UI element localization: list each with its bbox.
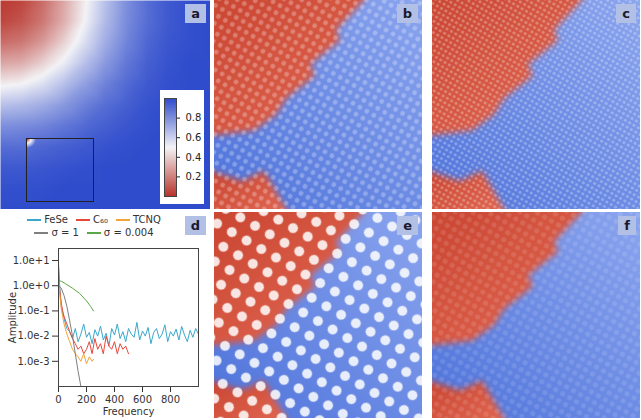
svg-text:400: 400: [105, 394, 124, 405]
svg-text:Frequency: Frequency: [103, 406, 155, 417]
svg-text:0.6: 0.6: [186, 132, 202, 143]
svg-text:1.0e-3: 1.0e-3: [17, 356, 49, 367]
svg-text:1.0e-2: 1.0e-2: [17, 330, 49, 341]
html-text:C₆₀: C₆₀: [93, 214, 108, 225]
svg-text:600: 600: [133, 394, 152, 405]
html-text:e: e: [403, 218, 412, 233]
html-text:d: d: [190, 218, 200, 233]
html-text:f: f: [624, 218, 630, 233]
svg-text:0.2: 0.2: [186, 171, 202, 182]
svg-text:1.0e+1: 1.0e+1: [13, 255, 50, 266]
html-text:σ = 0.004: σ = 0.004: [103, 227, 154, 238]
svg-text:800: 800: [161, 394, 180, 405]
svg-text:200: 200: [77, 394, 96, 405]
html-text:a: a: [191, 6, 200, 21]
svg-text:0.4: 0.4: [186, 152, 202, 163]
svg-text:1.0e+0: 1.0e+0: [13, 280, 50, 291]
html-text:FeSe: FeSe: [44, 214, 68, 225]
svg-text:Amplitude: Amplitude: [7, 292, 18, 343]
svg-text:1.0e-1: 1.0e-1: [17, 305, 49, 316]
html-text:TCNQ: TCNQ: [133, 214, 161, 225]
html-text:σ = 1: σ = 1: [51, 227, 79, 238]
svg-text:0.8: 0.8: [186, 112, 202, 123]
html-text:b: b: [402, 6, 412, 21]
svg-text:0: 0: [55, 394, 61, 405]
html-text:c: c: [622, 6, 630, 21]
